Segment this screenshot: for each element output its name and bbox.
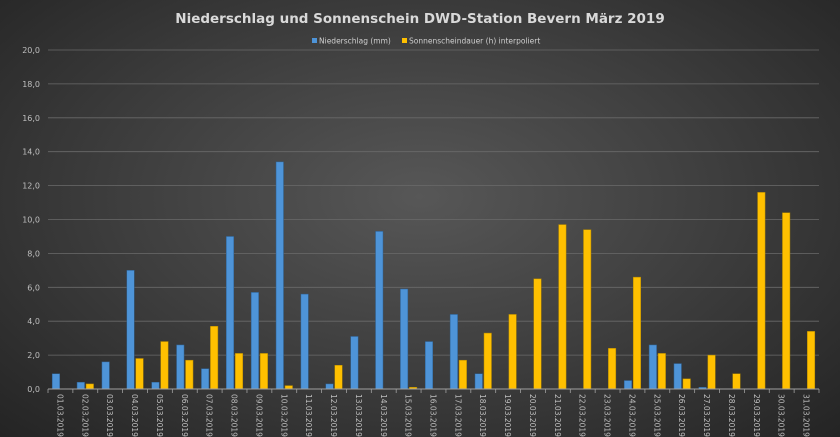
- legend-label: Niederschlag (mm): [319, 37, 391, 46]
- precipitation-bar: [51, 373, 60, 390]
- x-tick-label: 26.03.2019: [677, 394, 686, 437]
- x-tick-label: 29.03.2019: [752, 394, 761, 437]
- precipitation-bar: [250, 292, 259, 390]
- x-tick-label: 23.03.2019: [603, 394, 612, 437]
- sunshine-bar: [235, 353, 244, 390]
- sunshine-bar: [210, 326, 219, 390]
- legend: Niederschlag (mm) Sonnenscheindauer (h) i…: [312, 37, 540, 46]
- precipitation-bar: [400, 288, 409, 390]
- y-tick-label: 4,0: [27, 317, 40, 326]
- sunshine-bar: [583, 229, 592, 390]
- legend-swatch: [402, 38, 407, 43]
- precipitation-bar: [275, 161, 284, 390]
- x-tick-label: 13.03.2019: [354, 394, 363, 437]
- x-tick-label: 16.03.2019: [429, 394, 438, 437]
- precipitation-bar: [226, 236, 235, 390]
- x-tick-label: 15.03.2019: [404, 394, 413, 437]
- x-tick-label: 09.03.2019: [254, 394, 263, 437]
- x-tick-label: 28.03.2019: [727, 394, 736, 437]
- sunshine-bar: [85, 383, 94, 390]
- x-tick-label: 03.03.2019: [105, 394, 114, 437]
- precipitation-bar: [325, 383, 334, 390]
- x-tick-label: 14.03.2019: [379, 394, 388, 437]
- sunshine-bar: [160, 341, 169, 390]
- x-tick-label: 18.03.2019: [478, 394, 487, 437]
- y-tick-label: 2,0: [27, 351, 40, 360]
- sunshine-bar: [732, 373, 741, 390]
- sunshine-bar: [608, 348, 617, 390]
- sunshine-bar: [657, 353, 666, 390]
- x-tick-label: 10.03.2019: [279, 394, 288, 437]
- sunshine-bar: [284, 385, 293, 390]
- y-tick-label: 8,0: [27, 249, 40, 258]
- x-tick-label: 11.03.2019: [304, 394, 313, 437]
- sunshine-bar: [807, 331, 816, 390]
- sunshine-bar: [707, 354, 716, 390]
- precipitation-bar: [300, 293, 309, 390]
- bars: [51, 161, 816, 390]
- precipitation-bar: [425, 341, 433, 390]
- x-axis: 01.03.2019 02.03.2019 03.03.2019 04.03.2019…: [47, 388, 820, 437]
- x-tick-label: 01.03.2019: [55, 394, 64, 437]
- legend-swatch: [312, 38, 317, 43]
- sunshine-bar: [185, 359, 194, 390]
- x-tick-label: 24.03.2019: [627, 394, 636, 437]
- x-tick-label: 22.03.2019: [578, 394, 587, 437]
- sunshine-bar: [558, 224, 567, 390]
- x-tick-label: 12.03.2019: [329, 394, 338, 437]
- precipitation-bar: [449, 314, 458, 390]
- precipitation-bar: [126, 270, 135, 390]
- precipitation-bar: [101, 361, 110, 390]
- chart-title: Niederschlag und Sonnenschein DWD-Statio…: [175, 11, 664, 27]
- sunshine-bar: [632, 276, 641, 390]
- x-tick-label: 04.03.2019: [130, 394, 139, 437]
- sunshine-bar: [334, 365, 343, 390]
- x-tick-label: 05.03.2019: [155, 394, 164, 437]
- y-tick-label: 0,0: [27, 385, 40, 394]
- legend-label: Sonnenscheindauer (h) interpoliert: [409, 37, 540, 46]
- precipitation-bar: [350, 336, 359, 390]
- x-tick-label: 31.03.2019: [802, 394, 811, 437]
- sunshine-bar: [757, 192, 766, 390]
- precipitation-bar: [76, 381, 85, 390]
- x-tick-label: 20.03.2019: [528, 394, 537, 437]
- y-tick-label: 6,0: [27, 283, 40, 292]
- x-tick-label: 27.03.2019: [702, 394, 711, 437]
- y-tick-label: 10,0: [22, 216, 40, 225]
- sunshine-bar: [533, 278, 542, 390]
- y-tick-label: 14,0: [22, 148, 40, 157]
- x-tick-label: 21.03.2019: [553, 394, 562, 437]
- precipitation-bar: [151, 381, 160, 390]
- precipitation-bar: [176, 344, 185, 390]
- sunshine-bar: [782, 212, 791, 390]
- x-tick-label: 08.03.2019: [230, 394, 239, 437]
- x-tick-label: 06.03.2019: [180, 394, 189, 437]
- x-tick-label: 30.03.2019: [777, 394, 786, 437]
- precipitation-bar: [673, 363, 682, 390]
- x-tick-label: 17.03.2019: [453, 394, 462, 437]
- sunshine-bar: [458, 359, 467, 390]
- x-tick-label: 02.03.2019: [80, 394, 89, 437]
- sunshine-bar: [259, 353, 268, 390]
- x-tick-label: 25.03.2019: [652, 394, 661, 437]
- sunshine-bar: [483, 332, 492, 390]
- y-tick-label: 12,0: [22, 182, 40, 191]
- x-tick-label: 19.03.2019: [503, 394, 512, 437]
- y-tick-label: 18,0: [22, 80, 40, 89]
- y-tick-label: 20,0: [22, 46, 40, 55]
- precipitation-bar: [648, 344, 657, 390]
- x-tick-label: 07.03.2019: [205, 394, 214, 437]
- sunshine-bar: [508, 314, 517, 390]
- y-axis: 0,0 2,0 4,0 6,0 8,0 10,0 12,0 14,0 16,0 18,0 20,0: [22, 46, 40, 394]
- precipitation-bar: [201, 368, 210, 390]
- sunshine-bar: [135, 358, 144, 390]
- precipitation-bar: [623, 380, 632, 390]
- precipitation-bar: [375, 231, 384, 390]
- gridlines: [48, 49, 819, 356]
- y-tick-label: 16,0: [22, 114, 40, 123]
- sunshine-bar: [682, 378, 691, 390]
- precipitation-bar: [474, 373, 483, 390]
